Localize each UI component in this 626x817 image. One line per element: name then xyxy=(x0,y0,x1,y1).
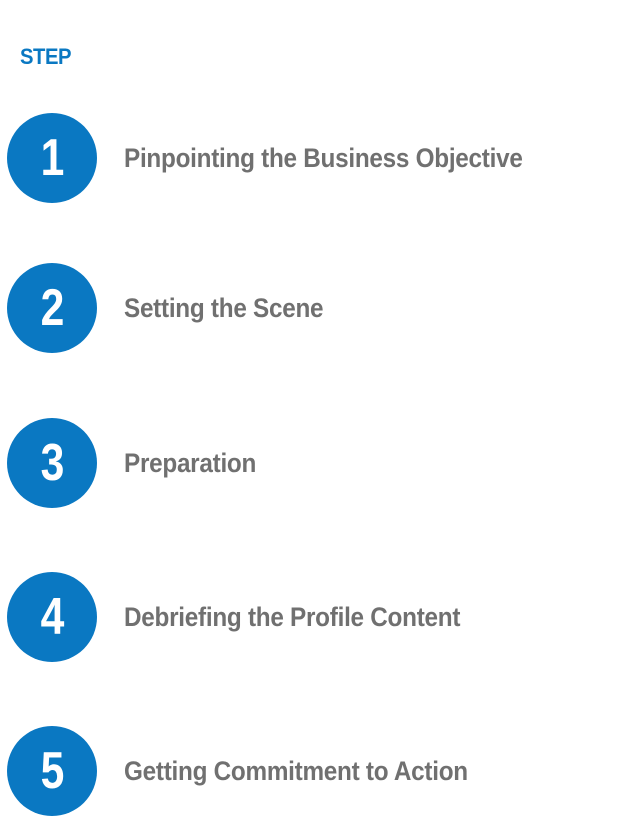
step-header: STEP xyxy=(20,44,72,69)
step-5: 5 Getting Commitment to Action xyxy=(7,725,619,817)
step-5-label: Getting Commitment to Action xyxy=(124,755,468,786)
step-1-label: Pinpointing the Business Objective xyxy=(124,142,523,173)
step-2-number: 2 xyxy=(40,279,64,337)
step-4-label: Debriefing the Profile Content xyxy=(124,601,461,632)
step-4-number: 4 xyxy=(40,588,64,646)
step-3: 3 Preparation xyxy=(7,417,619,509)
step-5-number-circle: 5 xyxy=(7,726,97,816)
step-3-number-circle: 3 xyxy=(7,418,97,508)
step-2-number-circle: 2 xyxy=(7,263,97,353)
step-2-label: Setting the Scene xyxy=(124,292,324,323)
step-3-number: 3 xyxy=(40,434,64,492)
step-1: 1 Pinpointing the Business Objective xyxy=(7,112,619,204)
step-2: 2 Setting the Scene xyxy=(7,262,619,354)
step-4: 4 Debriefing the Profile Content xyxy=(7,571,619,663)
step-3-label: Preparation xyxy=(124,447,257,478)
step-5-number: 5 xyxy=(40,742,64,800)
step-1-number: 1 xyxy=(40,129,64,187)
step-4-number-circle: 4 xyxy=(7,572,97,662)
step-1-number-circle: 1 xyxy=(7,113,97,203)
